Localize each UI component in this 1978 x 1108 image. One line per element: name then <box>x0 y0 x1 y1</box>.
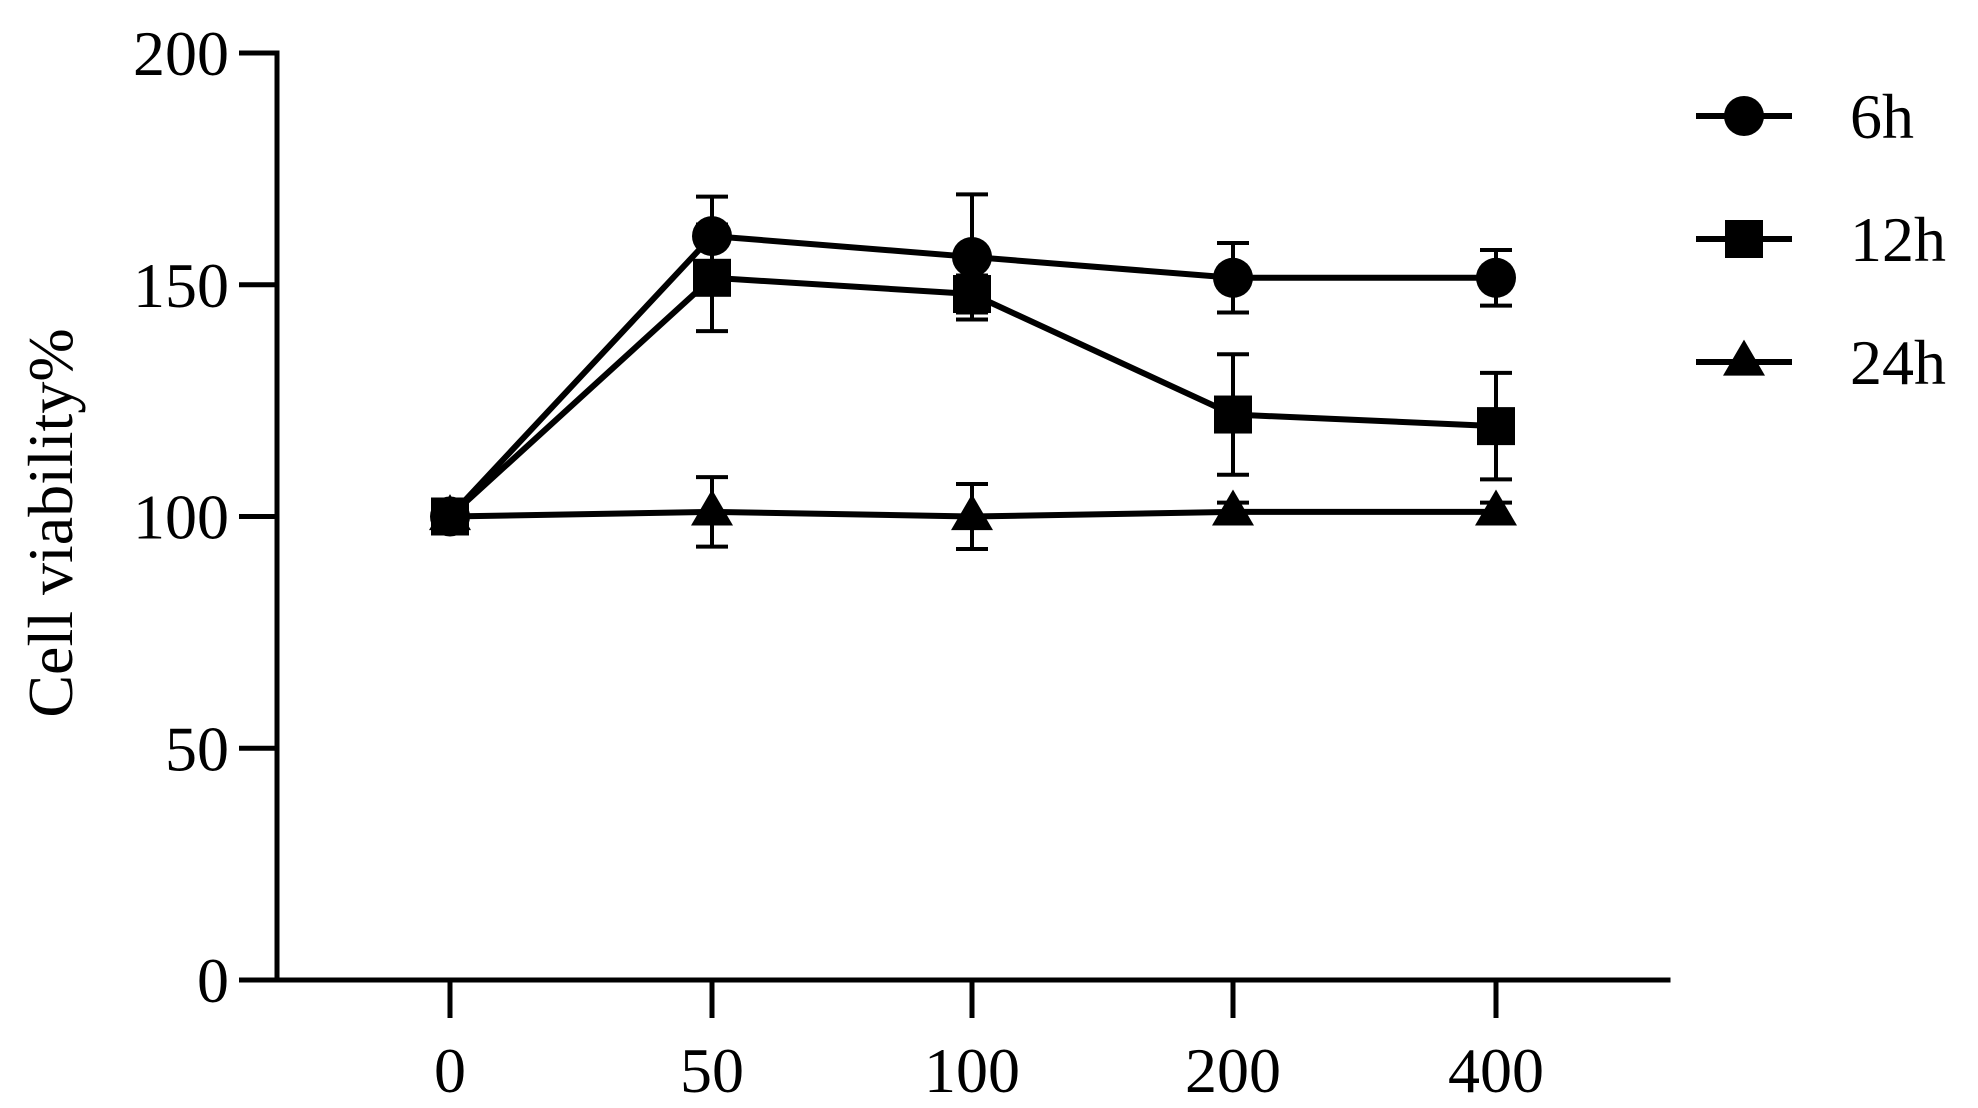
legend-label: 12h <box>1850 204 1946 275</box>
triangle-marker <box>429 494 471 531</box>
triangle-marker <box>1475 489 1517 526</box>
legend: 6h 12h 24h <box>1696 81 1946 398</box>
y-tick-label: 50 <box>165 713 229 784</box>
x-tick-label: 0 <box>434 1035 466 1106</box>
triangle-marker <box>1723 339 1765 376</box>
circle-marker <box>952 236 992 277</box>
legend-entry-6h: 6h <box>1696 81 1914 152</box>
y-axis-title: Cell viability% <box>15 328 86 717</box>
x-tick-label: 200 <box>1185 1035 1281 1106</box>
triangle-marker <box>1212 489 1254 526</box>
series-12h <box>431 222 1515 536</box>
x-tick-label: 50 <box>680 1035 744 1106</box>
square-marker <box>1214 395 1252 434</box>
legend-entry-12h: 12h <box>1696 204 1946 275</box>
x-tick-label: 100 <box>924 1035 1020 1106</box>
legend-entry-24h: 24h <box>1696 327 1946 398</box>
square-marker <box>1725 220 1763 258</box>
circle-marker <box>1476 257 1516 298</box>
triangle-marker <box>951 494 993 531</box>
square-marker <box>693 258 731 297</box>
y-tick-label: 200 <box>133 18 229 89</box>
triangle-marker <box>691 489 733 526</box>
circle-marker <box>1213 257 1253 298</box>
series-layer <box>429 192 1517 551</box>
x-tick-label: 400 <box>1448 1035 1544 1106</box>
legend-label: 24h <box>1850 327 1946 398</box>
legend-label: 6h <box>1850 81 1914 152</box>
circle-marker <box>1724 96 1764 136</box>
series-24h <box>429 475 1517 551</box>
y-tick-label: 100 <box>133 482 229 553</box>
axes: 0 50 100 150 200 0 50 100 200 400 <box>133 18 1671 1106</box>
square-marker <box>1477 407 1515 446</box>
square-marker <box>953 275 991 314</box>
y-tick-label: 150 <box>133 250 229 321</box>
y-tick-label: 0 <box>197 945 229 1016</box>
